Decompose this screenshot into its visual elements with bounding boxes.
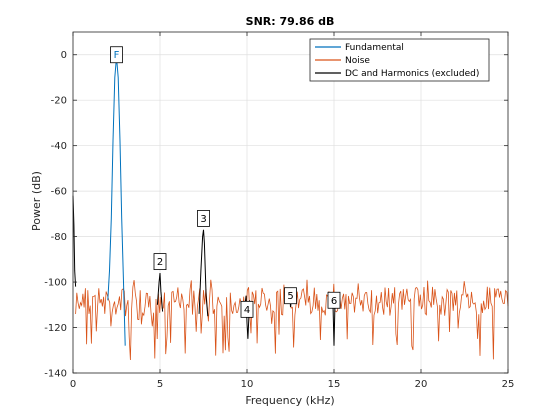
marker-label: 2 bbox=[157, 257, 163, 268]
legend-entry: Fundamental bbox=[345, 43, 404, 53]
marker-2: 2 bbox=[153, 253, 167, 271]
y-tick-label: -80 bbox=[51, 232, 67, 243]
plot-border bbox=[72, 31, 509, 374]
marker-F: F bbox=[110, 46, 123, 64]
y-tick-label: -40 bbox=[51, 141, 67, 152]
legend-entry: Noise bbox=[345, 56, 370, 66]
x-tick-label: 25 bbox=[502, 379, 515, 390]
marker-label: 3 bbox=[200, 214, 206, 225]
marker-label: 4 bbox=[244, 305, 250, 316]
axis-ticks: 0 5 10 15 20 250-20-40-60-80-100-120-140 bbox=[44, 32, 514, 390]
marker-label: F bbox=[114, 50, 120, 61]
x-tick-label: 10 bbox=[241, 379, 254, 390]
x-tick-label: 5 bbox=[157, 379, 163, 390]
peak-markers: F 2 3 4 5 6 bbox=[110, 46, 341, 318]
y-tick-label: 0 bbox=[61, 50, 67, 61]
marker-box bbox=[110, 46, 123, 64]
noise-line bbox=[75, 279, 509, 361]
x-tick-label: 20 bbox=[415, 379, 428, 390]
y-axis-label: Power (dB) bbox=[30, 171, 43, 231]
legend-entry: DC and Harmonics (excluded) bbox=[345, 69, 479, 79]
marker-6: 6 bbox=[327, 291, 341, 309]
marker-4: 4 bbox=[240, 300, 254, 318]
x-tick-label: 0 bbox=[70, 379, 76, 390]
marker-box bbox=[284, 287, 297, 305]
marker-box bbox=[197, 210, 210, 227]
x-tick-label: 15 bbox=[328, 379, 341, 390]
marker-box bbox=[327, 291, 341, 309]
harmonic-line bbox=[198, 229, 209, 317]
y-tick-label: -60 bbox=[51, 187, 67, 198]
legend: Fundamental Noise DC and Harmonics (exclud… bbox=[309, 38, 490, 82]
plot-area bbox=[73, 32, 508, 373]
y-tick-label: -100 bbox=[44, 278, 67, 289]
marker-label: 6 bbox=[331, 296, 337, 307]
marker-label: 5 bbox=[287, 291, 293, 302]
marker-3: 3 bbox=[197, 210, 210, 227]
harmonic-line bbox=[72, 195, 77, 287]
y-tick-label: -120 bbox=[44, 323, 67, 334]
harmonic-line bbox=[156, 272, 164, 312]
chart-title: SNR: 79.86 dB bbox=[246, 15, 335, 28]
y-tick-label: -140 bbox=[44, 369, 67, 380]
series-lines bbox=[72, 56, 509, 361]
x-axis-label: Frequency (kHz) bbox=[245, 394, 334, 407]
marker-box bbox=[153, 253, 167, 271]
harmonic-line bbox=[243, 295, 251, 339]
marker-5: 5 bbox=[284, 287, 297, 305]
y-tick-label: -20 bbox=[51, 96, 67, 107]
marker-box bbox=[240, 300, 254, 318]
